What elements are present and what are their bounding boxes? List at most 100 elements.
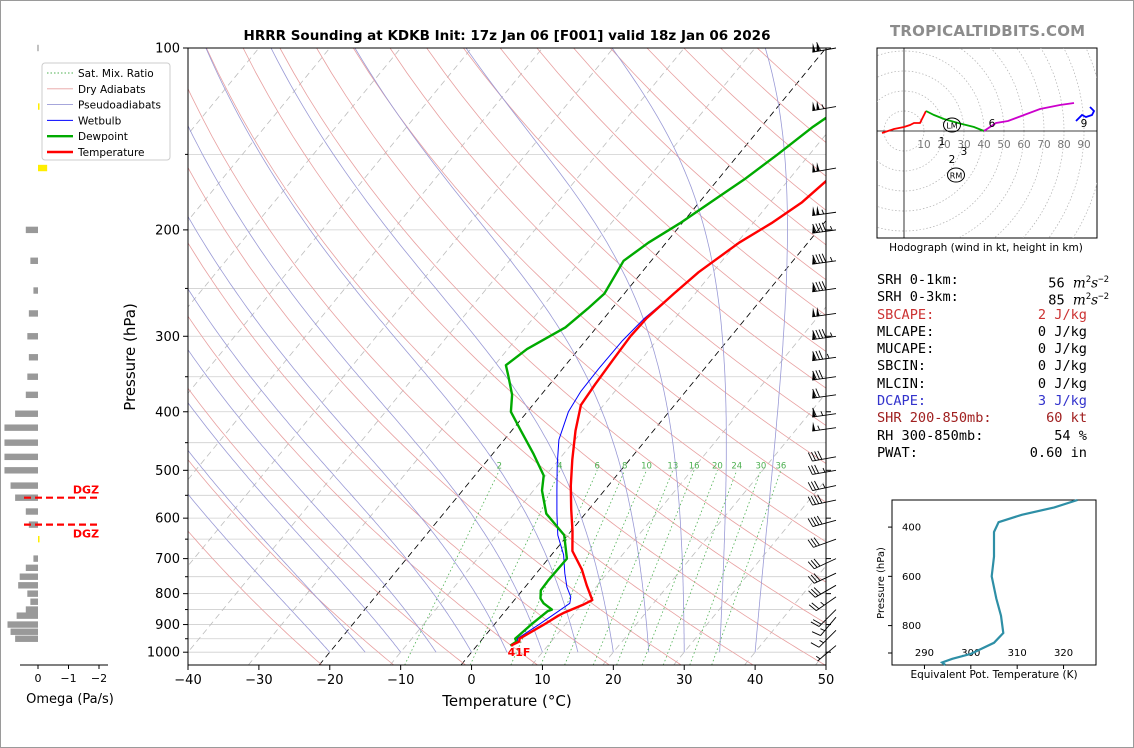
mixing-ratio-line — [711, 470, 782, 665]
mixing-ratio-line — [404, 470, 500, 665]
parameter-label: SRH 0-1km: — [877, 272, 959, 288]
dry-adiabat — [188, 530, 323, 665]
omega-bar — [30, 598, 38, 605]
wind-barb — [812, 328, 837, 341]
hodograph-ring-label: 50 — [997, 139, 1010, 151]
isotherm-line — [188, 48, 543, 481]
mixing-ratio-line — [510, 470, 598, 665]
wind-barb — [807, 480, 837, 492]
omega-bar — [28, 354, 38, 361]
y-tick-label: 200 — [155, 223, 180, 238]
x-tick-label: −20 — [316, 673, 343, 688]
wind-barb — [807, 572, 837, 584]
dry-adiabat — [426, 48, 826, 427]
hodograph-caption: Hodograph (wind in kt, height in km) — [889, 242, 1083, 254]
parameter-row: SHR 200-850mb: 60 kt — [877, 410, 1117, 427]
storm-motion-marker — [947, 167, 965, 183]
hodograph-trace — [983, 102, 1075, 132]
x-tick-label: −40 — [174, 673, 201, 688]
mixing-ratio-label: 4 — [557, 461, 562, 471]
wind-barb — [812, 388, 837, 399]
wind-barb — [812, 281, 837, 293]
dry-adiabat — [499, 48, 826, 352]
wind-barb — [810, 609, 837, 627]
moist-adiabat — [754, 48, 788, 653]
isotherm-line — [602, 392, 826, 665]
parameter-label: SBCAPE: — [877, 306, 935, 323]
mixing-ratio-label: 36 — [775, 461, 786, 471]
x-tick-label: −10 — [387, 673, 414, 688]
parameter-value: 85 m2s−2 — [1048, 292, 1109, 309]
dry-adiabat — [188, 242, 610, 665]
omega-bar — [38, 535, 40, 543]
dry-adiabat — [536, 48, 826, 316]
storm-motion-label: RM — [950, 171, 963, 180]
omega-bar — [30, 257, 38, 264]
hodograph-height-label: 9 — [1081, 118, 1088, 130]
parameter-label: MUCAPE: — [877, 341, 935, 358]
legend-label: Temperature — [77, 147, 145, 159]
parameter-row: MLCAPE: 0 J/kg — [877, 324, 1117, 341]
temperature-profile — [510, 179, 826, 647]
omega-bar — [19, 573, 38, 580]
omega-bar — [27, 590, 38, 597]
mixing-ratio-label: 24 — [731, 461, 742, 471]
y-tick-label: 900 — [155, 618, 180, 633]
omega-axis-label: Omega (Pa/s) — [26, 692, 114, 707]
hodograph-ring-label: 70 — [1037, 139, 1050, 151]
parameter-row: PWAT: 0.60 in — [877, 445, 1117, 462]
y-tick-label: 1000 — [147, 646, 180, 661]
dry-adiabat — [206, 48, 826, 665]
wind-barb — [811, 616, 837, 636]
wetbulb-profile — [510, 180, 826, 647]
dgz-label: DGZ — [73, 484, 99, 497]
isotherm-line — [188, 48, 331, 222]
omega-bar — [10, 628, 39, 635]
mixing-ratio-line — [616, 470, 695, 665]
wind-barb — [807, 494, 837, 506]
omega-tick-label: −2 — [91, 672, 107, 685]
legend-label: Dewpoint — [78, 131, 128, 143]
theta-e-x-tick-label: 290 — [915, 648, 934, 659]
parameter-value: 0.60 in — [1029, 444, 1087, 461]
skewt-plot-frame — [187, 47, 827, 666]
parameter-row: SBCIN: 0 J/kg — [877, 358, 1117, 375]
theta-e-x-tick-label: 320 — [1054, 648, 1073, 659]
y-tick-label: 500 — [155, 464, 180, 479]
isotherm-line — [188, 48, 401, 308]
dry-adiabat — [463, 48, 826, 389]
moist-adiabat — [188, 349, 437, 653]
chart-title: HRRR Sounding at KDKB Init: 17z Jan 06 [… — [244, 28, 771, 44]
dry-adiabat — [188, 315, 538, 665]
x-tick-label: 0 — [467, 673, 475, 688]
omega-tick-label: 0 — [35, 672, 42, 685]
hodograph-trace — [881, 110, 927, 134]
minus20-isotherm — [318, 48, 826, 665]
wind-barb — [807, 450, 837, 462]
hodograph-ring-label: 80 — [1057, 139, 1070, 151]
isotherm-line — [188, 48, 614, 567]
legend-label: Sat. Mix. Ratio — [78, 68, 154, 80]
parameter-label: PWAT: — [877, 444, 918, 461]
hodograph-trace — [1075, 106, 1096, 122]
theta-e-y-tick-label: 800 — [902, 621, 921, 632]
hodograph-height-label: 6 — [989, 118, 996, 130]
wind-barb — [812, 253, 837, 265]
mixing-ratio-line — [540, 470, 626, 665]
parameter-label: SBCIN: — [877, 358, 927, 375]
hodograph-height-label: 2 — [949, 154, 956, 166]
legend-label: Dry Adiabats — [78, 84, 146, 96]
zero-isotherm — [460, 219, 826, 665]
y-tick-label: 400 — [155, 405, 180, 420]
hodograph-ring-label: 30 — [957, 139, 970, 151]
parameter-value: 0 J/kg — [1037, 358, 1087, 375]
mixing-ratio-line — [662, 470, 738, 665]
parameter-value: 2 J/kg — [1037, 306, 1087, 323]
isotherm-line — [389, 133, 826, 665]
y-tick-label: 300 — [155, 330, 180, 345]
wind-barb — [807, 537, 837, 548]
omega-bar — [25, 606, 38, 613]
y-tick-label: 600 — [155, 512, 180, 527]
dry-adiabat — [389, 48, 826, 465]
